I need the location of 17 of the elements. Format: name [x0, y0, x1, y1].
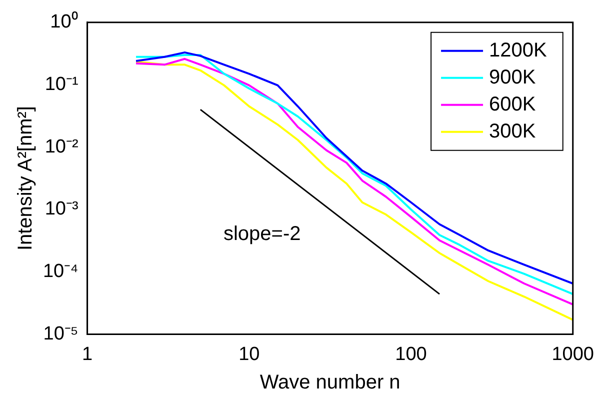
legend-label: 600K [489, 93, 536, 116]
y-tick-label: 10⁻² [44, 136, 78, 158]
annotation: slope=-2 [223, 222, 301, 245]
x-tick-label: 1 [82, 344, 93, 365]
y-tick-label: 10⁻¹ [44, 74, 78, 95]
y-tick-label: 10⁰ [50, 10, 78, 33]
x-tick-label: 1000 [552, 344, 594, 365]
y-tick-label: 10⁻⁵ [43, 323, 78, 344]
y-axis-title: Intensity A²[nm²] [14, 106, 37, 251]
legend-label: 900K [489, 66, 536, 88]
x-tick-label: 100 [395, 344, 427, 365]
x-tick-label: 10 [238, 344, 260, 365]
y-tick-label: 10⁻⁴ [42, 261, 78, 282]
legend-label: 1200K [489, 39, 548, 62]
x-axis-title: Wave number n [260, 372, 400, 394]
legend-label: 300K [489, 120, 536, 142]
y-tick-label: 10⁻³ [44, 198, 78, 220]
